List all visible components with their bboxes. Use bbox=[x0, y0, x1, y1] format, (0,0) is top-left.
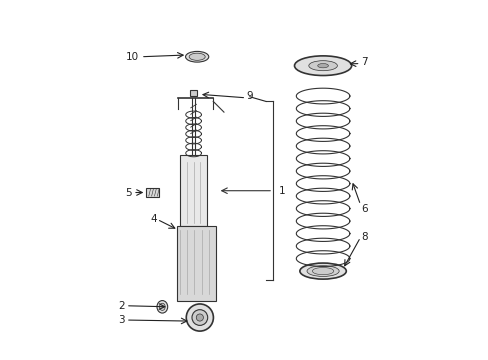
Text: 5: 5 bbox=[125, 188, 131, 198]
Ellipse shape bbox=[299, 263, 346, 279]
Circle shape bbox=[192, 310, 207, 325]
Ellipse shape bbox=[312, 267, 333, 275]
Polygon shape bbox=[146, 188, 159, 197]
Ellipse shape bbox=[189, 53, 205, 60]
Ellipse shape bbox=[159, 303, 165, 310]
Text: 6: 6 bbox=[360, 203, 366, 213]
Circle shape bbox=[186, 304, 213, 331]
Ellipse shape bbox=[308, 61, 337, 71]
Text: 2: 2 bbox=[118, 301, 124, 311]
Ellipse shape bbox=[185, 51, 208, 62]
Text: 3: 3 bbox=[118, 315, 124, 325]
Text: 8: 8 bbox=[360, 232, 366, 242]
Text: 7: 7 bbox=[360, 57, 366, 67]
Polygon shape bbox=[180, 155, 206, 226]
Ellipse shape bbox=[157, 301, 167, 313]
Text: 9: 9 bbox=[246, 91, 253, 101]
Text: 1: 1 bbox=[278, 186, 285, 196]
Circle shape bbox=[196, 314, 203, 321]
Polygon shape bbox=[176, 226, 216, 301]
Ellipse shape bbox=[294, 56, 351, 76]
Text: 10: 10 bbox=[125, 52, 138, 62]
Ellipse shape bbox=[306, 266, 339, 276]
Ellipse shape bbox=[317, 64, 328, 68]
Text: 4: 4 bbox=[150, 214, 156, 224]
Polygon shape bbox=[190, 90, 196, 96]
